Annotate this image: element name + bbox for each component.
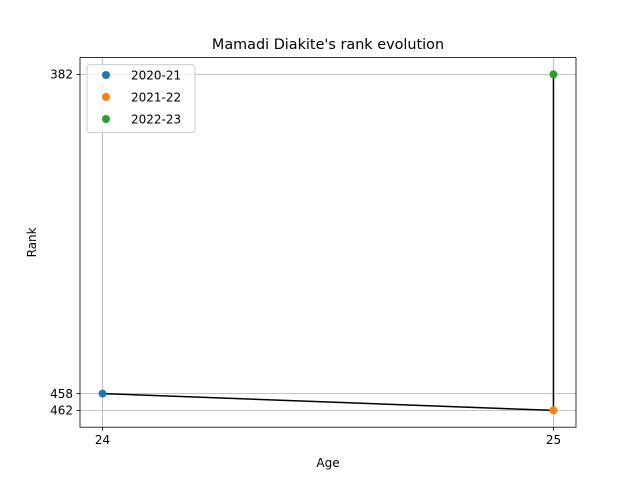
x-tick-label: 24 [95, 433, 110, 447]
legend-marker [102, 115, 110, 123]
y-axis-ticks: 382 458 462 [50, 68, 80, 418]
legend-marker [102, 93, 110, 101]
legend-box [86, 64, 196, 134]
data-point-2021-22 [549, 406, 558, 415]
legend-label: 2021-22 [131, 90, 181, 104]
legend-marker [102, 71, 110, 79]
legend: 2020-21 2021-22 2022-23 [86, 64, 196, 134]
y-tick-label: 458 [50, 387, 73, 401]
chart-title: Mamadi Diakite's rank evolution [212, 37, 444, 53]
x-axis-label: Age [316, 456, 339, 470]
y-tick-label: 462 [50, 404, 73, 418]
x-axis-ticks: 24 25 [95, 427, 561, 447]
y-tick-label: 382 [50, 68, 73, 82]
data-points [98, 70, 558, 415]
x-tick-label: 25 [546, 433, 561, 447]
legend-label: 2020-21 [131, 68, 181, 82]
legend-label: 2022-23 [131, 112, 181, 126]
plot-frame [79, 57, 577, 428]
data-point-2022-23 [549, 70, 558, 79]
data-point-2020-21 [98, 389, 107, 398]
y-axis-label: Rank [25, 227, 39, 257]
